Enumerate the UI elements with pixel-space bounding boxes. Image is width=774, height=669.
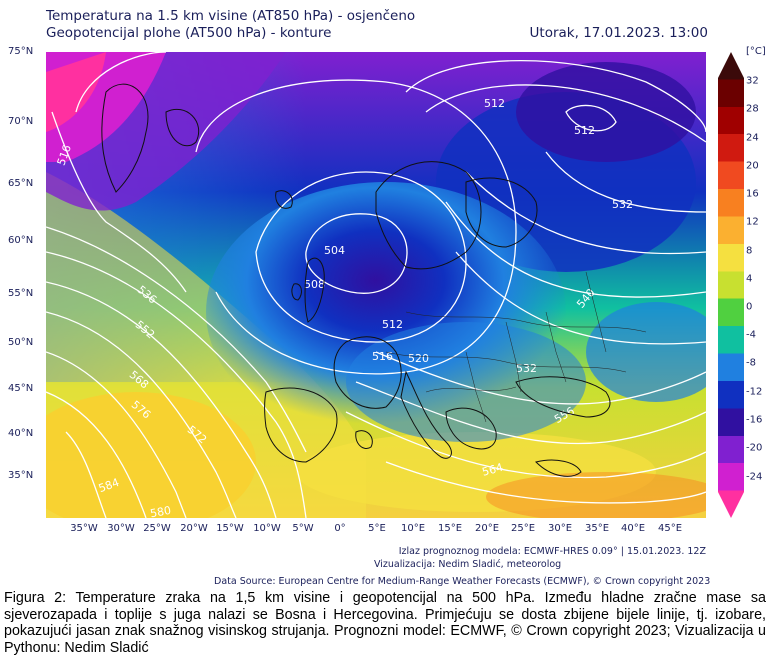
lat-label: 60°N — [8, 235, 34, 246]
colorbar-tick: -4 — [746, 329, 756, 341]
lon-label: 0° — [334, 523, 346, 534]
lon-label: 40°E — [620, 523, 646, 534]
lon-label: 25°W — [143, 523, 171, 534]
colorbar-tick: 20 — [746, 160, 759, 172]
contour-label: 512 — [574, 124, 595, 137]
contour-label: 580 — [149, 504, 172, 518]
colorbar-tick: 0 — [746, 301, 753, 313]
contour-label: 532 — [612, 198, 633, 211]
lat-label: 45°N — [8, 383, 34, 394]
lat-label: 55°N — [8, 288, 34, 299]
contour-label: 512 — [484, 97, 505, 110]
lon-label: 20°E — [474, 523, 500, 534]
colorbar-tick: -12 — [746, 386, 763, 398]
colorbar — [718, 52, 744, 518]
colorbar-tick: 16 — [746, 188, 759, 200]
lon-label: 25°E — [510, 523, 536, 534]
colorbar-tick: 32 — [746, 75, 759, 87]
colorbar-tick: 4 — [746, 273, 753, 285]
lon-label: 15°W — [216, 523, 244, 534]
colorbar-tick: 12 — [746, 216, 759, 228]
colorbar-tick: 24 — [746, 132, 759, 144]
map-title-line1: Temperatura na 1.5 km visine (AT850 hPa)… — [46, 8, 416, 24]
contour-label: 512 — [382, 318, 403, 331]
lat-label: 70°N — [8, 116, 34, 127]
colorbar-unit: [°C] — [746, 46, 766, 57]
map-title-line2: Geopotencijal plohe (AT500 hPa) - kontur… — [46, 25, 332, 41]
figure-caption: Figura 2: Temperature zraka na 1,5 km vi… — [4, 590, 766, 656]
contour-label: 504 — [324, 244, 345, 257]
lon-label: 20°W — [180, 523, 208, 534]
author-credit: Vizualizacija: Nedim Sladić, meteorolog — [374, 559, 562, 570]
lat-label: 75°N — [8, 46, 34, 57]
forecast-datetime: Utorak, 17.01.2023. 13:00 — [529, 25, 708, 41]
lat-label: 40°N — [8, 428, 34, 439]
colorbar-tick: -16 — [746, 414, 763, 426]
lat-label: 65°N — [8, 178, 34, 189]
lon-label: 5°E — [368, 523, 386, 534]
lat-label: 50°N — [8, 337, 34, 348]
lon-label: 15°E — [437, 523, 463, 534]
lon-label: 10°E — [400, 523, 426, 534]
contour-label: 520 — [408, 352, 429, 365]
colorbar-tick: -20 — [746, 442, 763, 454]
lon-label: 45°E — [657, 523, 683, 534]
lon-label: 35°E — [584, 523, 610, 534]
lon-label: 35°W — [70, 523, 98, 534]
colorbar-tick: -8 — [746, 357, 756, 369]
temperature-map: 512 512 516 504 508 512 516 520 532 536 … — [46, 52, 706, 518]
contour-label: 508 — [304, 278, 325, 291]
colorbar-tick: 28 — [746, 103, 759, 115]
lon-label: 30°W — [107, 523, 135, 534]
lon-label: 30°E — [547, 523, 573, 534]
colorbar-tick: 8 — [746, 245, 753, 257]
borders — [385, 271, 647, 423]
model-info: Izlaz prognoznog modela: ECMWF-HRES 0.09… — [398, 546, 706, 557]
lon-label: 5°W — [292, 523, 314, 534]
colorbar-tick: -24 — [746, 471, 763, 483]
contour-label: 564 — [481, 461, 505, 479]
contour-label: 532 — [516, 362, 537, 375]
lon-label: 10°W — [253, 523, 281, 534]
data-source: Data Source: European Centre for Medium-… — [214, 576, 711, 587]
coastlines — [101, 83, 611, 477]
contour-label: 516 — [372, 350, 393, 363]
lat-label: 35°N — [8, 470, 34, 481]
